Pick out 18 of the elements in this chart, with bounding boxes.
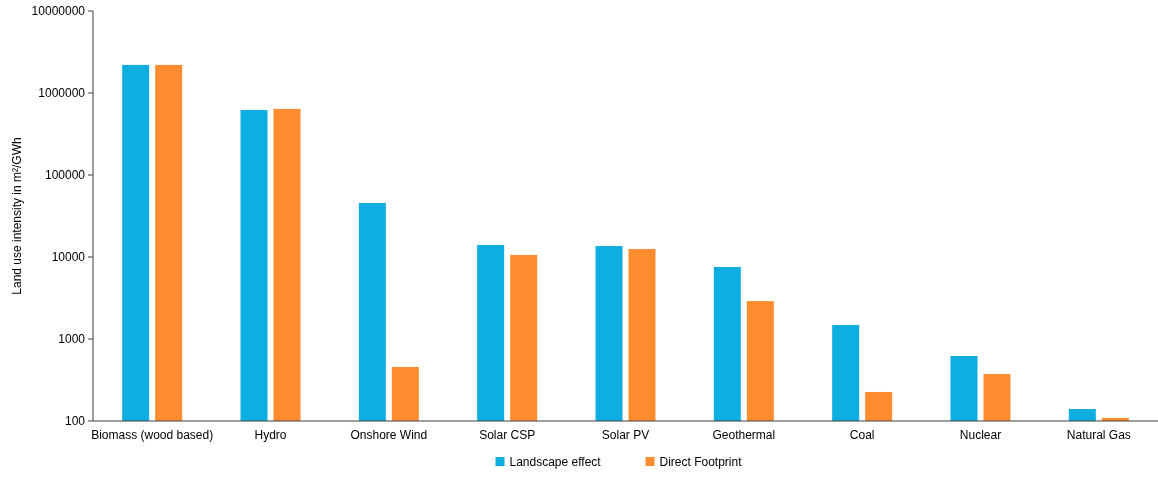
x-tick-label: Coal (849, 428, 875, 442)
x-tick-label: Solar CSP (479, 428, 536, 442)
x-tick-label: Geothermal (712, 428, 776, 442)
legend-label: Landscape effect (509, 455, 602, 469)
x-tick-label: Hydro (254, 428, 287, 442)
x-tick-label: Nuclear (959, 428, 1002, 442)
x-tick-label: Biomass (wood based) (91, 428, 214, 442)
y-tick-label: 100 (64, 414, 86, 429)
x-tick-label: Solar PV (601, 428, 650, 442)
y-tick-label: 10000 (51, 250, 86, 265)
y-tick-label: 100000 (44, 168, 86, 183)
y-axis-title: Land use intensity in m²/GWh (10, 137, 24, 295)
legend-label: Direct Footprint (659, 455, 743, 469)
y-tick-label: 1000000 (38, 86, 86, 101)
x-tick-label: Natural Gas (1066, 428, 1131, 442)
y-tick-label: 10000000 (31, 4, 86, 19)
y-tick-label: 1000 (58, 332, 86, 347)
x-tick-label: Onshore Wind (350, 428, 428, 442)
